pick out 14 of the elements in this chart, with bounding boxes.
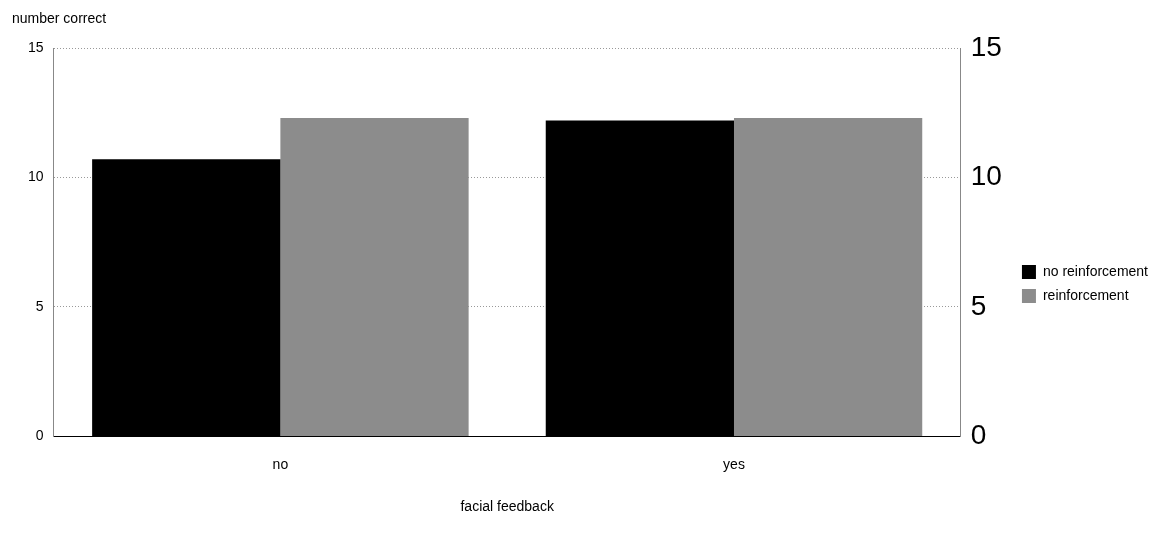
y2-tick-label: 10 [970,160,1002,192]
x-tick-label: no [272,455,289,472]
legend-label: reinforcement [1042,286,1129,303]
y-tick-label: 10 [27,168,44,185]
legend-label: no reinforcement [1042,262,1149,279]
x-tick-label: yes [723,455,745,472]
y2-tick-label: 0 [970,419,987,451]
y2-tick-label: 5 [970,289,987,321]
y-tick-label: 0 [35,427,44,444]
y-axis-title: number correct [12,9,107,26]
x-axis-title: facial feedback [460,498,555,515]
y-tick-label: 15 [27,38,44,55]
y2-tick-label: 15 [970,30,1002,62]
y-tick-label: 5 [35,297,44,314]
